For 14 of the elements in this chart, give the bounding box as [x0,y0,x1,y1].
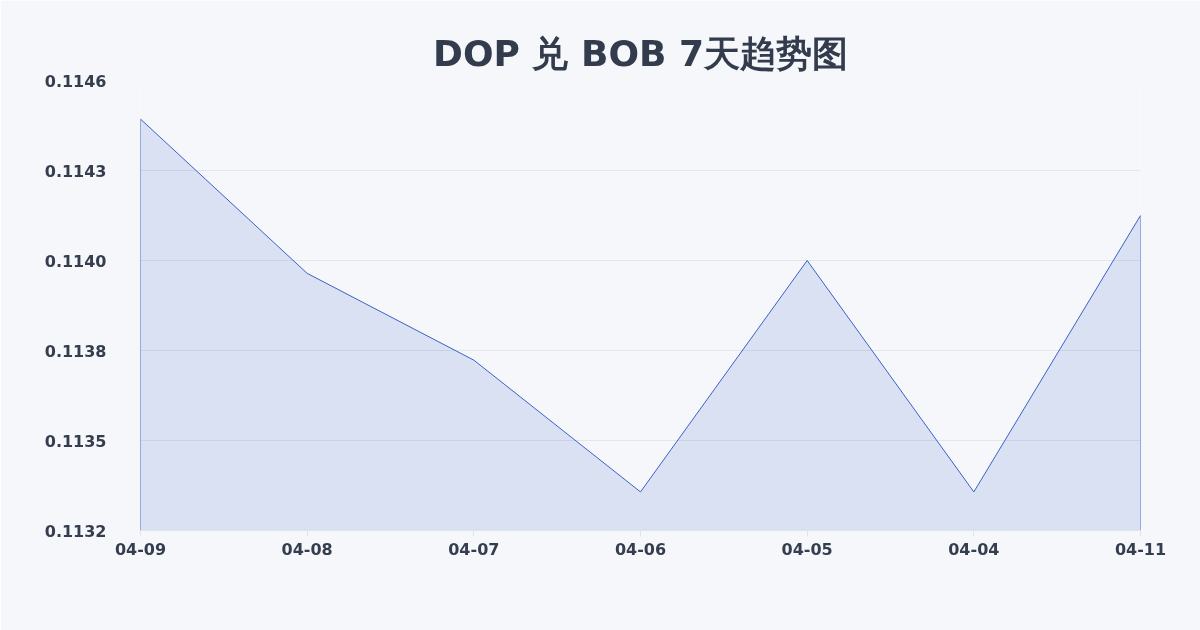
y-tick-label: 0.1135 [44,431,107,451]
x-tick-label: 04-07 [448,539,500,559]
x-tick-label: 04-08 [281,539,333,559]
chart-title: DOP 兑 BOB 7天趋势图 [433,32,849,74]
x-tick-label: 04-05 [781,539,833,559]
x-tick-label: 04-11 [1114,539,1167,559]
x-tick-label: 04-04 [948,539,1000,559]
y-tick-label: 0.1132 [44,521,107,541]
x-tick-label: 04-09 [114,539,167,559]
y-tick-label: 0.1140 [44,251,107,271]
y-tick-label: 0.1146 [44,71,107,91]
x-tick-label: 04-06 [614,539,667,559]
y-tick-label: 0.1143 [44,161,107,181]
y-tick-label: 0.1138 [44,341,107,361]
